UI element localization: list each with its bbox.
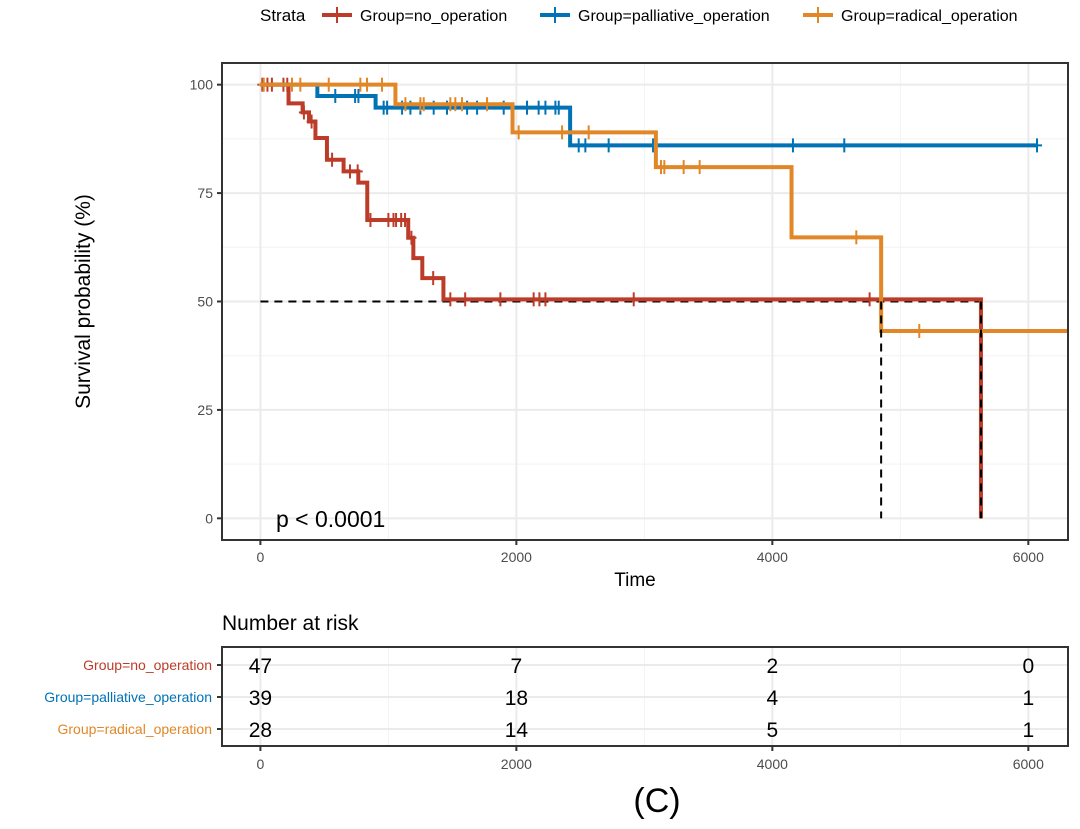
risk-x-tick-label: 2000 (501, 756, 532, 772)
risk-count: 28 (249, 719, 272, 742)
panel-label: (C) (633, 782, 680, 820)
risk-count: 39 (249, 687, 272, 710)
y-tick-label: 75 (197, 185, 213, 201)
risk-x-tick-label: 6000 (1013, 756, 1044, 772)
x-tick-label: 2000 (501, 549, 532, 565)
survival-curve (260, 82, 1068, 333)
risk-count: 2 (767, 655, 779, 678)
risk-row-label: Group=radical_operation (58, 721, 213, 737)
x-tick-label: 0 (256, 549, 264, 565)
series-1 (260, 82, 1043, 153)
risk-row-label: Group=palliative_operation (44, 689, 212, 705)
risk-count: 0 (1022, 655, 1034, 678)
x-tick-label: 4000 (757, 549, 788, 565)
risk-count: 18 (505, 687, 528, 710)
risk-count: 4 (767, 687, 779, 710)
risk-count: 14 (505, 719, 529, 742)
legend-title: Strata (260, 6, 306, 25)
legend-label: Group=palliative_operation (578, 8, 770, 25)
risk-count: 5 (767, 719, 779, 742)
risk-count: 47 (249, 655, 272, 678)
risk-table-title: Number at risk (222, 612, 359, 635)
risk-table-frame (221, 646, 1069, 747)
x-axis-title: Time (614, 570, 656, 591)
y-tick-label: 25 (197, 402, 213, 418)
risk-count: 1 (1022, 687, 1034, 710)
x-tick-label: 6000 (1013, 549, 1044, 565)
series-group (257, 77, 1068, 519)
survival-curve (260, 82, 1038, 148)
risk-row-label: Group=no_operation (83, 657, 212, 673)
risk-x-tick-label: 0 (256, 756, 264, 772)
risk-x-tick-label: 4000 (757, 756, 788, 772)
legend-label: Group=no_operation (360, 8, 507, 25)
legend-label: Group=radical_operation (841, 8, 1018, 25)
risk-count: 7 (511, 655, 523, 678)
risk-count: 1 (1022, 719, 1034, 742)
y-tick-label: 100 (190, 77, 214, 93)
y-tick-label: 0 (205, 510, 213, 526)
y-axis-title: Survival probability (%) (72, 194, 95, 409)
series-2 (258, 77, 1068, 338)
y-tick-label: 50 (197, 294, 213, 310)
p-value-annotation: p < 0.0001 (276, 506, 385, 532)
